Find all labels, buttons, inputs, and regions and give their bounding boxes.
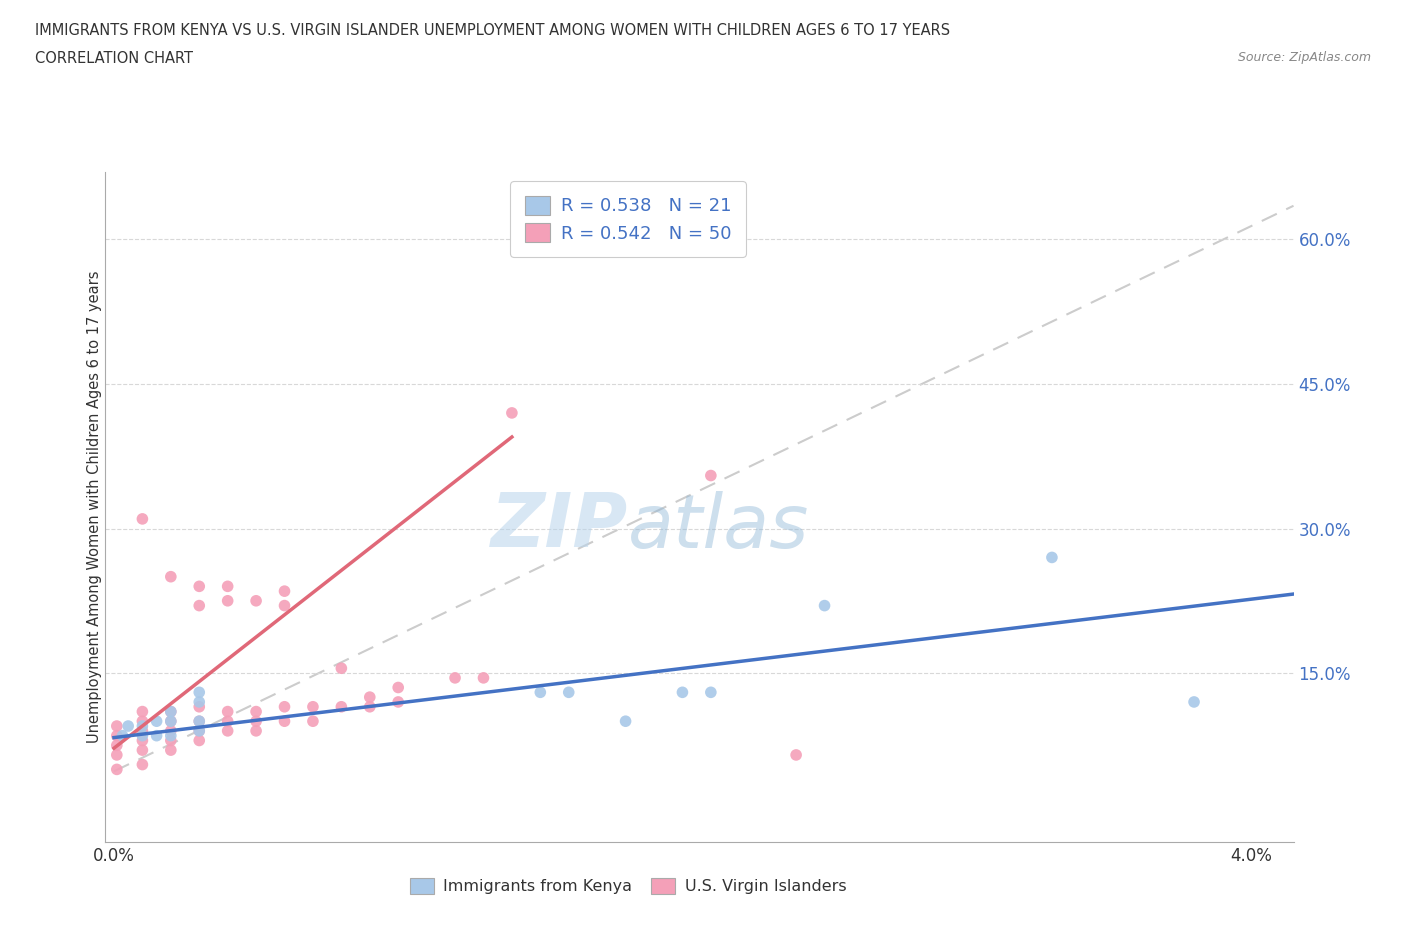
Point <box>131 724 153 738</box>
Point <box>387 695 409 710</box>
Point <box>145 714 167 729</box>
Point <box>245 704 267 719</box>
Point <box>188 578 211 593</box>
Point <box>700 468 723 483</box>
Point <box>302 699 325 714</box>
Point <box>159 714 181 729</box>
Point <box>245 724 267 738</box>
Point <box>131 743 153 758</box>
Point <box>159 704 181 719</box>
Point <box>273 714 295 729</box>
Point <box>105 748 128 763</box>
Point <box>273 699 295 714</box>
Point <box>159 733 181 748</box>
Point <box>131 714 153 729</box>
Point <box>245 593 267 608</box>
Point <box>145 728 167 743</box>
Text: Source: ZipAtlas.com: Source: ZipAtlas.com <box>1237 51 1371 64</box>
Point <box>105 719 128 734</box>
Point <box>217 578 239 593</box>
Point <box>131 512 153 526</box>
Legend: Immigrants from Kenya, U.S. Virgin Islanders: Immigrants from Kenya, U.S. Virgin Islan… <box>404 871 853 900</box>
Point <box>159 714 181 729</box>
Point <box>188 714 211 729</box>
Point <box>273 584 295 599</box>
Y-axis label: Unemployment Among Women with Children Ages 6 to 17 years: Unemployment Among Women with Children A… <box>87 271 101 743</box>
Point <box>131 733 153 748</box>
Text: atlas: atlas <box>628 491 810 563</box>
Point <box>188 733 211 748</box>
Point <box>105 728 128 743</box>
Point <box>217 593 239 608</box>
Point <box>188 724 211 738</box>
Point <box>330 661 353 676</box>
Point <box>700 684 723 699</box>
Point <box>217 724 239 738</box>
Point <box>131 728 153 743</box>
Point <box>529 684 551 699</box>
Point <box>111 728 134 743</box>
Point <box>671 684 693 699</box>
Point <box>188 714 211 729</box>
Point <box>217 714 239 729</box>
Text: ZIP: ZIP <box>491 490 628 564</box>
Point <box>387 680 409 695</box>
Point <box>501 405 523 420</box>
Point <box>131 704 153 719</box>
Point <box>217 704 239 719</box>
Point <box>359 690 381 705</box>
Point <box>188 695 211 710</box>
Point <box>159 728 181 743</box>
Point <box>117 719 139 734</box>
Point <box>273 598 295 613</box>
Point <box>614 714 637 729</box>
Point <box>1182 695 1205 710</box>
Point <box>444 671 467 685</box>
Point <box>159 724 181 738</box>
Point <box>472 671 495 685</box>
Point <box>785 748 807 763</box>
Point <box>159 569 181 584</box>
Point <box>159 704 181 719</box>
Point <box>813 598 835 613</box>
Point <box>245 714 267 729</box>
Point <box>330 699 353 714</box>
Point <box>359 699 381 714</box>
Point <box>302 714 325 729</box>
Text: CORRELATION CHART: CORRELATION CHART <box>35 51 193 66</box>
Point <box>105 762 128 777</box>
Point <box>558 684 581 699</box>
Point <box>1040 550 1063 565</box>
Point <box>131 719 153 734</box>
Point <box>105 737 128 752</box>
Text: IMMIGRANTS FROM KENYA VS U.S. VIRGIN ISLANDER UNEMPLOYMENT AMONG WOMEN WITH CHIL: IMMIGRANTS FROM KENYA VS U.S. VIRGIN ISL… <box>35 23 950 38</box>
Point <box>159 743 181 758</box>
Point <box>188 684 211 699</box>
Point <box>131 757 153 772</box>
Point <box>188 724 211 738</box>
Point <box>188 598 211 613</box>
Point <box>188 699 211 714</box>
